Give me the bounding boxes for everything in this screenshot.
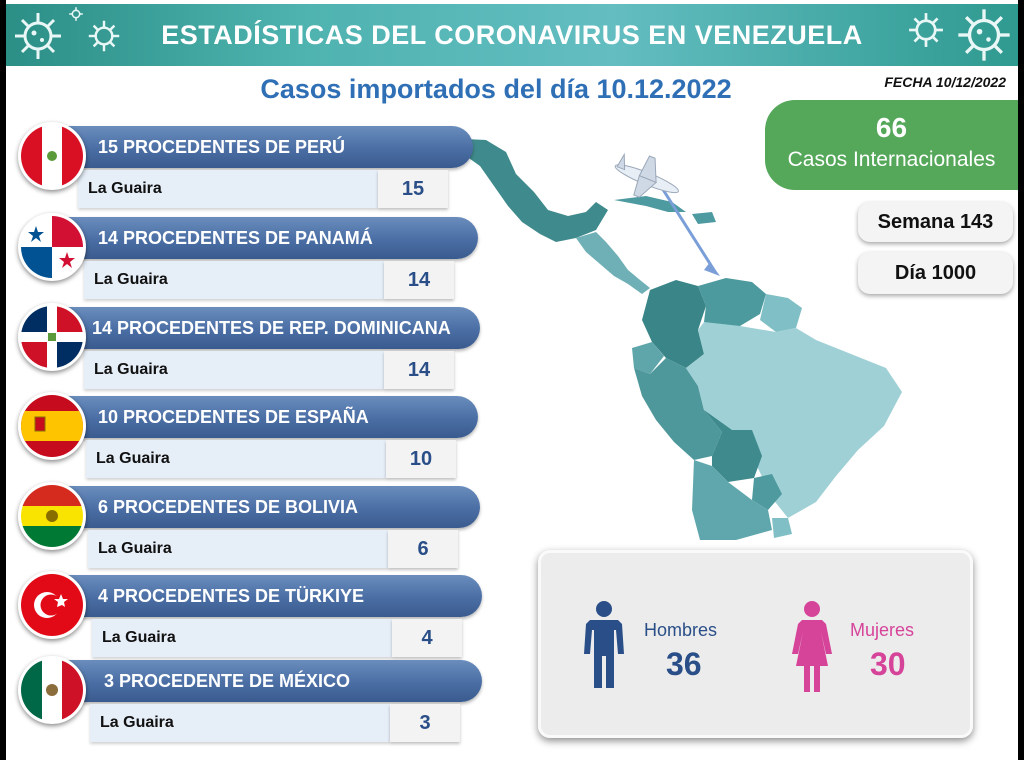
map-region-colombia — [642, 280, 706, 368]
virus-icon — [15, 13, 61, 59]
turkiye-flag — [18, 571, 86, 639]
location-cell: La Guaira — [90, 704, 390, 742]
country-row: 4 PROCEDENTES DE TÜRKIYE La Guaira 4 — [18, 571, 488, 661]
map-region-paraguay — [752, 474, 782, 510]
arrow-head — [704, 262, 720, 276]
report-date: FECHA 10/12/2022 — [884, 74, 1006, 90]
peru-flag — [18, 122, 86, 190]
map-region-central-america — [576, 232, 650, 294]
header-title: ESTADÍSTICAS DEL CORONAVIRUS EN VENEZUEL… — [161, 20, 863, 50]
map-region-cuba — [614, 196, 686, 212]
man-icon — [584, 601, 624, 688]
header-banner: ESTADÍSTICAS DEL CORONAVIRUS EN VENEZUEL… — [6, 4, 1018, 66]
flight-path-arrow — [660, 187, 716, 271]
country-row: 15 PROCEDENTES DE PERÚ La Guaira 15 — [18, 122, 488, 212]
value-cell: 4 — [392, 619, 462, 657]
latin-america-map — [444, 138, 902, 540]
gender-breakdown-box: Hombres 36 Mujeres 30 — [538, 550, 973, 738]
location-cell: La Guaira — [84, 351, 384, 389]
map-region-southern-cone — [692, 460, 772, 540]
country-header: 6 PROCEDENTES DE BOLIVIA — [48, 486, 480, 528]
dominican-republic-flag — [18, 303, 86, 371]
map-region-brazil — [686, 322, 902, 518]
map-region-peru — [634, 358, 722, 460]
woman-icon — [792, 601, 832, 692]
virus-icon — [69, 7, 83, 21]
location-cell: La Guaira — [78, 170, 378, 208]
map-region-hispaniola — [692, 212, 716, 224]
map-region-guyanas — [760, 294, 802, 332]
country-header: 10 PROCEDENTES DE ESPAÑA — [48, 396, 478, 438]
location-cell: La Guaira — [92, 619, 392, 657]
country-row: 14 PROCEDENTES DE PANAMÁ La Guaira 14 — [18, 213, 488, 303]
value-cell: 15 — [378, 170, 448, 208]
country-header: 14 PROCEDENTES DE REP. DOMINICANA — [48, 307, 480, 349]
week-badge: Semana 143 — [858, 202, 1013, 242]
location-cell: La Guaira — [86, 440, 386, 478]
men-count: 36 — [666, 646, 702, 682]
men-label: Hombres — [644, 620, 718, 640]
week-label: Semana 143 — [877, 211, 994, 233]
value-cell: 10 — [386, 440, 456, 478]
spain-flag — [18, 392, 86, 460]
bolivia-flag — [18, 482, 86, 550]
country-header: 3 PROCEDENTE DE MÉXICO — [48, 660, 482, 702]
location-cell: La Guaira — [84, 261, 384, 299]
day-badge: Día 1000 — [858, 252, 1013, 294]
country-header: 15 PROCEDENTES DE PERÚ — [48, 126, 473, 168]
infographic-page: ESTADÍSTICAS DEL CORONAVIRUS EN VENEZUEL… — [6, 0, 1018, 760]
virus-icon — [909, 13, 943, 47]
panama-flag — [18, 213, 86, 281]
women-count: 30 — [870, 646, 906, 682]
value-cell: 14 — [384, 351, 454, 389]
international-cases-box: 66 Casos Internacionales — [765, 100, 1018, 190]
page-subtitle: Casos importados del día 10.12.2022 — [260, 74, 732, 104]
value-cell: 3 — [390, 704, 460, 742]
location-cell: La Guaira — [88, 530, 388, 568]
map-region-uruguay — [772, 518, 792, 538]
virus-icon — [88, 20, 120, 52]
value-cell: 6 — [388, 530, 458, 568]
international-label: Casos Internacionales — [787, 148, 996, 171]
country-header: 14 PROCEDENTES DE PANAMÁ — [48, 217, 478, 259]
value-cell: 14 — [384, 261, 454, 299]
country-row: 3 PROCEDENTE DE MÉXICO La Guaira 3 — [18, 656, 488, 746]
map-region-ecuador — [632, 342, 664, 374]
international-count: 66 — [875, 112, 908, 143]
country-row: 10 PROCEDENTES DE ESPAÑA La Guaira 10 — [18, 392, 488, 482]
mexico-flag — [18, 656, 86, 724]
virus-icon — [958, 9, 1010, 61]
map-region-venezuela — [698, 278, 766, 328]
airplane-icon — [614, 152, 679, 198]
women-label: Mujeres — [850, 620, 915, 640]
map-region-bolivia — [704, 410, 762, 482]
country-header: 4 PROCEDENTES DE TÜRKIYE — [48, 575, 482, 617]
country-row: 14 PROCEDENTES DE REP. DOMINICANA La Gua… — [18, 303, 488, 393]
day-label: Día 1000 — [894, 262, 977, 284]
map-region-mexico — [444, 138, 608, 242]
country-row: 6 PROCEDENTES DE BOLIVIA La Guaira 6 — [18, 482, 488, 572]
